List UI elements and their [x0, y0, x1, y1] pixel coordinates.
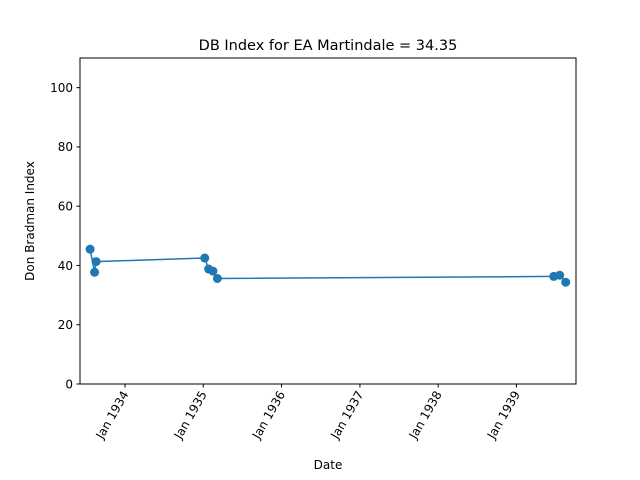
- plot-area-frame: [79, 57, 577, 385]
- chart-title: DB Index for EA Martindale = 34.35: [199, 38, 458, 54]
- data-point: [85, 244, 95, 254]
- data-point: [90, 267, 100, 277]
- data-point: [561, 277, 571, 287]
- y-axis-label: Don Bradman Index: [23, 161, 37, 281]
- data-point: [555, 270, 565, 280]
- y-tick-label: 0: [65, 377, 73, 391]
- y-tick-label: 80: [58, 140, 73, 154]
- data-point: [208, 266, 218, 276]
- data-point: [212, 273, 222, 283]
- series-layer: [85, 244, 571, 287]
- y-tick-label: 100: [50, 81, 73, 95]
- y-tick-label: 40: [58, 259, 73, 273]
- y-tick-label: 20: [58, 318, 73, 332]
- data-point: [91, 257, 101, 267]
- data-point: [200, 253, 210, 263]
- x-axis-label: Date: [314, 458, 343, 472]
- y-tick-label: 60: [58, 199, 73, 213]
- y-axis-ticks: 0 20 40 60 80 100: [50, 81, 80, 391]
